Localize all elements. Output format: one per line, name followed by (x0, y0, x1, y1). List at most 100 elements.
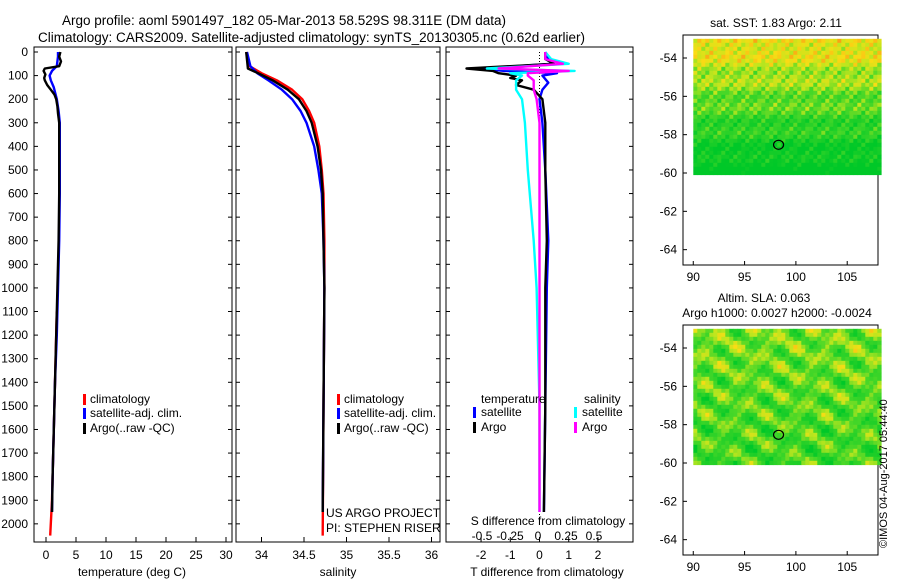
sst-map-cell (865, 62, 870, 68)
sst-map-cell (869, 114, 874, 120)
sla-map-cell (701, 376, 706, 382)
sla-map-cell (813, 436, 818, 442)
sst-map-cell (709, 130, 714, 136)
sst-map-cell (797, 106, 802, 112)
sla-map-cell (857, 372, 862, 378)
sst-map-cell (797, 78, 802, 84)
sst-map-cell (769, 66, 774, 72)
sla-map-cell (789, 348, 794, 354)
sla-map-cell (821, 372, 826, 378)
sst-map-cell (765, 138, 770, 144)
sst-map-cell (793, 50, 798, 56)
sst-map-cell (729, 58, 734, 64)
sla-map-cell (701, 372, 706, 378)
sst-map-cell (817, 66, 822, 72)
sst-map-cell (793, 82, 798, 88)
sst-map-cell (797, 58, 802, 64)
sla-map-cell (817, 344, 822, 350)
sla-map-cell (737, 432, 742, 438)
map-y-tick-label: -60 (660, 456, 678, 470)
sla-map-cell (709, 340, 714, 346)
sst-map-cell (873, 162, 878, 168)
sst-map-cell (705, 146, 710, 152)
sst-map-cell (797, 130, 802, 136)
sla-map-cell (697, 424, 702, 430)
sla-map-cell (845, 348, 850, 354)
sst-map-cell (737, 98, 742, 104)
sst-map-cell (817, 130, 822, 136)
sla-map-cell (861, 336, 866, 342)
sla-map-cell (837, 444, 842, 450)
sla-map-cell (801, 408, 806, 414)
sst-map-cell (717, 46, 722, 52)
sla-map-cell (709, 444, 714, 450)
sst-map-cell (741, 46, 746, 52)
sst-map-cell (853, 150, 858, 156)
sst-map-cell (821, 126, 826, 132)
sla-map-cell (877, 364, 882, 370)
sla-map-cell (837, 348, 842, 354)
sst-map-cell (853, 38, 858, 44)
sla-map-cell (809, 412, 814, 418)
sla-map-cell (817, 432, 822, 438)
sla-map-cell (737, 340, 742, 346)
sst-map-cell (705, 58, 710, 64)
sla-map-cell (789, 452, 794, 458)
sst-map-cell (777, 102, 782, 108)
sst-map-cell (753, 58, 758, 64)
sst-map-cell (713, 146, 718, 152)
sst-map-cell (805, 122, 810, 128)
sst-map-cell (741, 118, 746, 124)
sla-map-cell (869, 400, 874, 406)
sst-map-cell (709, 114, 714, 120)
sla-map-cell (717, 424, 722, 430)
sla-map-cell (821, 444, 826, 450)
sst-map-cell (805, 170, 810, 176)
series-line-t-argo (465, 52, 556, 513)
sla-map-cell (725, 380, 730, 386)
sst-map-cell (817, 46, 822, 52)
sla-map-cell (865, 396, 870, 402)
sst-map-cell (697, 138, 702, 144)
sst-map-cell (701, 154, 706, 160)
sst-map-cell (737, 38, 742, 44)
sst-map-cell (777, 122, 782, 128)
sst-map-cell (773, 114, 778, 120)
sst-map-cell (821, 62, 826, 68)
sst-map-cell (797, 66, 802, 72)
sla-map-cell (697, 436, 702, 442)
sla-map-cell (821, 348, 826, 354)
sst-map-cell (805, 42, 810, 48)
sst-map-cell (829, 102, 834, 108)
sst-map-cell (721, 50, 726, 56)
sla-map-cell (709, 440, 714, 446)
sst-map-cell (761, 62, 766, 68)
sst-map-cell (833, 86, 838, 92)
sla-map-cell (845, 384, 850, 390)
sst-map-cell (841, 86, 846, 92)
sst-map-cell (697, 122, 702, 128)
sla-map-cell (837, 404, 842, 410)
sla-map-cell (785, 384, 790, 390)
sla-map-cell (693, 340, 698, 346)
sla-map-cell (877, 348, 882, 354)
sst-map-cell (793, 94, 798, 100)
sst-map-cell (833, 142, 838, 148)
sst-map-cell (813, 78, 818, 84)
sst-map-cell (841, 142, 846, 148)
sst-map-cell (825, 146, 830, 152)
sst-map-cell (693, 106, 698, 112)
sla-map-cell (769, 336, 774, 342)
sla-map-cell (749, 340, 754, 346)
sla-map-cell (737, 440, 742, 446)
sst-map-cell (821, 138, 826, 144)
sla-map-cell (717, 360, 722, 366)
sla-map-cell (821, 408, 826, 414)
sla-map-cell (713, 364, 718, 370)
sst-map-cell (785, 42, 790, 48)
sla-map-cell (865, 424, 870, 430)
sla-map-cell (737, 356, 742, 362)
sla-map-cell (781, 328, 786, 334)
sla-map-cell (753, 396, 758, 402)
